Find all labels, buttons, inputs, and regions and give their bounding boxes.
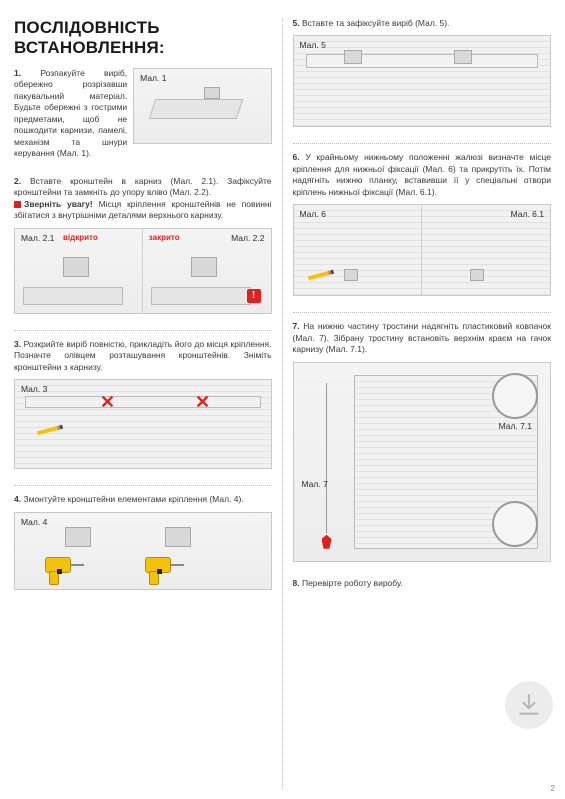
bottom-bracket-icon	[470, 269, 484, 281]
closed-label: закрито	[149, 233, 180, 242]
fig1-label: Мал. 1	[140, 73, 166, 83]
top-rail-icon	[25, 396, 261, 408]
fig4-label: Мал. 4	[21, 517, 47, 527]
warning-square-icon	[14, 201, 21, 208]
main-title: ПОСЛІДОВНІСТЬ ВСТАНОВЛЕННЯ:	[14, 18, 272, 58]
cornice-rail-icon	[149, 99, 243, 119]
fig7-label: Мал. 7	[302, 479, 328, 489]
bracket-icon	[204, 87, 220, 99]
x-mark-icon: ✕	[100, 392, 115, 413]
fig71-label: Мал. 7.1	[499, 421, 532, 431]
divider	[293, 312, 552, 313]
step4-text: 4. Змонтуйте кронштейни елементами кріпл…	[14, 494, 272, 505]
bracket-icon	[165, 527, 191, 547]
bracket-open-icon	[63, 257, 89, 277]
bracket-closed-icon	[191, 257, 217, 277]
step8-body: Перевірте роботу виробу.	[302, 578, 403, 588]
left-column: ПОСЛІДОВНІСТЬ ВСТАНОВЛЕННЯ: 1. Розпакуйт…	[14, 18, 283, 789]
step5-body: Вставте та зафіксуйте виріб (Мал. 5).	[302, 18, 449, 28]
top-rail-icon	[306, 54, 539, 68]
bracket-icon	[454, 50, 472, 64]
figure-1: Мал. 1	[133, 68, 271, 144]
step1-group: 1. Розпакуйте виріб, обережно розрізавши…	[14, 68, 272, 166]
figure-2-2: закрито Мал. 2.2 !	[143, 229, 271, 313]
open-label: відкрито	[63, 233, 98, 242]
divider	[14, 330, 272, 331]
figure-6: Мал. 6 Мал. 6.1	[293, 204, 552, 296]
figure-7: Мал. 7 Мал. 7.1	[293, 362, 552, 562]
fig61-label: Мал. 6.1	[511, 209, 544, 219]
step7-num: 7.	[293, 321, 300, 331]
warn-label: Зверніть увагу!	[24, 199, 93, 209]
step4-num: 4.	[14, 494, 21, 504]
figure-2: Мал. 2.1 відкрито закрито Мал. 2.2 !	[14, 228, 272, 314]
step1-num: 1.	[14, 68, 21, 78]
step7-text: 7. На нижню частину тростини надягніть п…	[293, 321, 552, 355]
figure-6-right: Мал. 6.1	[422, 205, 550, 295]
divider	[14, 485, 272, 486]
step6-text: 6. У крайньому нижньому положенні жалюзі…	[293, 152, 552, 198]
divider	[293, 143, 552, 144]
wand-cap-icon	[322, 535, 332, 549]
right-column: 5. Вставте та зафіксуйте виріб (Мал. 5).…	[283, 18, 552, 789]
drill-icon	[145, 557, 183, 585]
rail-icon	[23, 287, 123, 305]
instruction-page: ПОСЛІДОВНІСТЬ ВСТАНОВЛЕННЯ: 1. Розпакуйт…	[0, 0, 565, 799]
bracket-icon	[65, 527, 91, 547]
step8-num: 8.	[293, 578, 300, 588]
step7-body: На нижню частину тростини надягніть плас…	[293, 321, 552, 354]
callout-bottom-icon	[492, 501, 538, 547]
alert-icon: !	[247, 289, 261, 303]
bracket-icon	[344, 50, 362, 64]
fig5-label: Мал. 5	[300, 40, 326, 50]
step5-num: 5.	[293, 18, 300, 28]
figure-4: Мал. 4	[14, 512, 272, 590]
figure-3: Мал. 3 ✕ ✕	[14, 379, 272, 469]
page-number: 2	[551, 784, 555, 793]
fig3-label: Мал. 3	[21, 384, 47, 394]
step4-body: Змонтуйте кронштейни елементами кріпленн…	[23, 494, 243, 504]
step6-body: У крайньому нижньому положенні жалюзі ви…	[293, 152, 552, 196]
watermark-icon	[505, 681, 553, 729]
x-mark-icon: ✕	[195, 392, 210, 413]
step2-text: 2. Вставте кронштейн в карниз (Мал. 2.1)…	[14, 176, 272, 222]
step1-text: 1. Розпакуйте виріб, обережно розрізавши…	[14, 68, 127, 160]
fig22-label: Мал. 2.2	[231, 233, 264, 243]
step8-text: 8. Перевірте роботу виробу.	[293, 578, 552, 589]
step2-body: Вставте кронштейн в карниз (Мал. 2.1). З…	[14, 176, 272, 197]
step5-text: 5. Вставте та зафіксуйте виріб (Мал. 5).	[293, 18, 552, 29]
wand-cord-icon	[326, 383, 327, 533]
step1-body: Розпакуйте виріб, обережно розрізавши па…	[14, 68, 127, 158]
pencil-icon	[307, 270, 333, 281]
fig21-label: Мал. 2.1	[21, 233, 54, 243]
bottom-bracket-icon	[344, 269, 358, 281]
step3-body: Розкрийте виріб повністю, прикладіть йог…	[14, 339, 272, 372]
figure-6-left: Мал. 6	[294, 205, 422, 295]
figure-2-1: Мал. 2.1 відкрито	[15, 229, 143, 313]
drill-icon	[45, 557, 83, 585]
figure-5: Мал. 5	[293, 35, 552, 127]
step6-num: 6.	[293, 152, 300, 162]
rail-icon	[151, 287, 251, 305]
step2-num: 2.	[14, 176, 21, 186]
callout-top-icon	[492, 373, 538, 419]
step3-num: 3.	[14, 339, 21, 349]
fig6-label: Мал. 6	[300, 209, 326, 219]
pencil-icon	[37, 425, 63, 436]
step3-text: 3. Розкрийте виріб повністю, прикладіть …	[14, 339, 272, 373]
